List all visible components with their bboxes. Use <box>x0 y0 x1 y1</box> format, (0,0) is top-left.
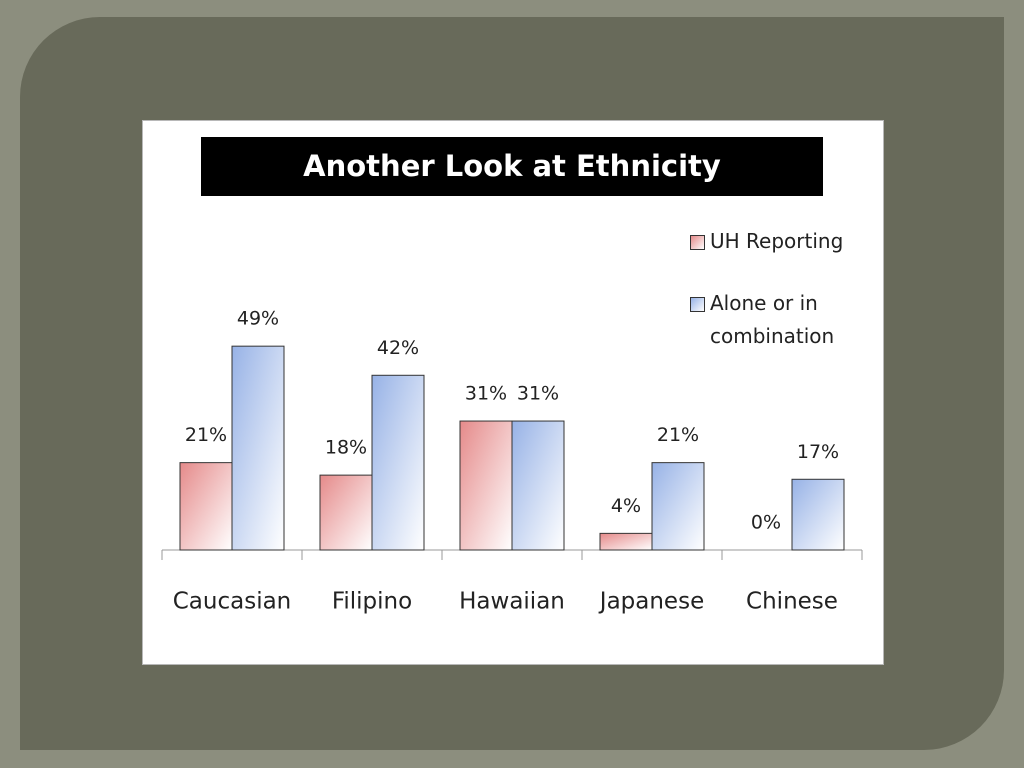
x-tick-label: Japanese <box>598 589 704 615</box>
x-tick-label: Caucasian <box>173 589 292 615</box>
x-tick-label: Hawaiian <box>459 589 565 615</box>
value-label: 0% <box>751 512 781 534</box>
legend-swatch <box>690 235 705 250</box>
bar <box>459 420 513 551</box>
bar <box>791 478 845 551</box>
value-label: 21% <box>185 424 227 446</box>
bar <box>599 532 653 551</box>
legend-label: Alone or in combination <box>710 291 835 348</box>
value-label: 49% <box>237 308 279 330</box>
x-tick-label: Filipino <box>332 589 412 615</box>
bar <box>179 462 233 551</box>
value-label: 17% <box>797 441 839 463</box>
bar <box>511 420 565 551</box>
value-label: 31% <box>465 383 507 405</box>
bar <box>651 462 705 551</box>
legend-swatch <box>690 297 705 312</box>
value-label: 18% <box>325 437 367 459</box>
legend-item: Alone or in combination <box>690 287 865 353</box>
chart-title: Another Look at Ethnicity <box>303 149 721 183</box>
value-label: 21% <box>657 424 699 446</box>
legend-item: UH Reporting <box>690 225 865 258</box>
value-label: 42% <box>377 337 419 359</box>
x-tick-label: Chinese <box>746 589 838 615</box>
bar <box>371 374 425 551</box>
value-label: 31% <box>517 383 559 405</box>
value-label: 4% <box>611 495 641 517</box>
title-bar <box>201 137 823 196</box>
bar <box>231 345 285 551</box>
bar <box>319 474 373 551</box>
legend-label: UH Reporting <box>710 229 844 253</box>
